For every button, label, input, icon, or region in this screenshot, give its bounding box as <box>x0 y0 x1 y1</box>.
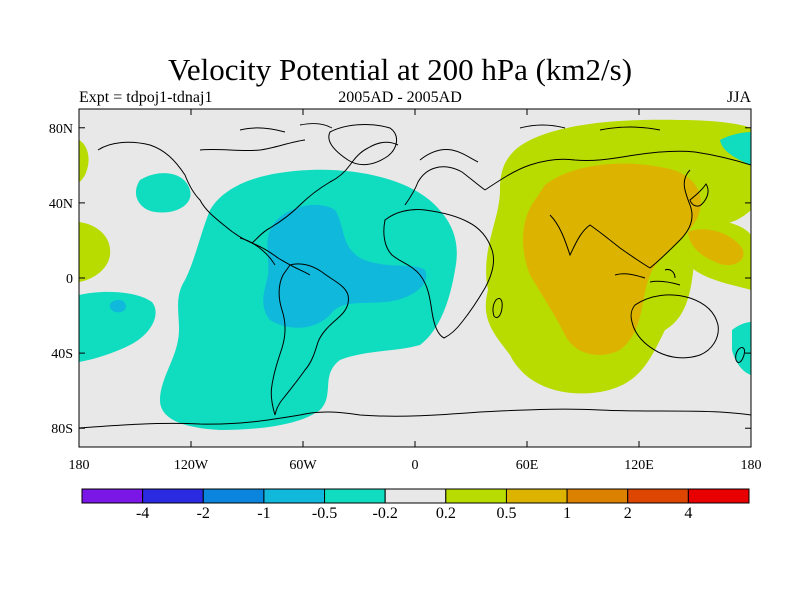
field-positive-moderate-pacific <box>688 229 744 266</box>
latitude-axis: 80N 40N 0 40S 80S <box>49 122 751 437</box>
field-negative-weak-pacific-north <box>135 173 191 213</box>
coast-europe <box>404 149 486 206</box>
lon-label: 60W <box>289 458 317 473</box>
lon-label: 180 <box>741 458 762 473</box>
field-positive-weak-west <box>79 222 111 282</box>
coast-greenland <box>328 124 397 166</box>
coast-australia <box>630 294 719 359</box>
colorbar-label: 1 <box>563 505 572 522</box>
coast-antarctica <box>79 408 751 429</box>
colorbar-swatch <box>324 488 386 504</box>
coastlines <box>79 123 751 429</box>
colorbar-label: 0.5 <box>496 505 517 522</box>
colorbar-label: 4 <box>684 505 693 522</box>
map-title: Velocity Potential at 200 hPa (km2/s) <box>167 52 633 87</box>
coast-indonesia <box>614 269 681 286</box>
coast-arctic <box>239 123 661 133</box>
coast-africa <box>383 209 495 339</box>
lon-label: 120E <box>624 458 654 473</box>
coast-japan <box>689 183 709 207</box>
field-positive-moderate <box>523 163 701 355</box>
lon-label: 180 <box>69 458 90 473</box>
coast-madagascar <box>492 297 503 319</box>
coast-north-america <box>97 139 399 276</box>
colorbar-swatch <box>445 488 507 504</box>
colorbar-swatch <box>263 488 326 504</box>
colorbar-label: 2 <box>623 505 632 522</box>
colorbar-swatch <box>687 488 750 504</box>
colorbar-label: -0.2 <box>372 505 398 522</box>
colorbar-label: -2 <box>196 505 210 522</box>
colorbar-label: -0.5 <box>311 505 338 522</box>
season-label: JJA <box>726 89 751 106</box>
lon-label: 60E <box>516 458 539 473</box>
field-negative-weak-pacific-south <box>79 291 156 362</box>
colorbar-swatch <box>384 488 447 504</box>
colorbar-swatch <box>505 488 568 504</box>
lat-label: 40S <box>51 347 73 362</box>
coast-south-america <box>270 263 349 416</box>
longitude-axis: 180 120W 60W 0 60E 120E 180 <box>69 109 762 473</box>
colorbar-swatch <box>627 488 689 504</box>
field-negative-moderate-small <box>109 299 126 313</box>
colorbar-swatch <box>142 488 204 504</box>
lat-label: 40N <box>49 197 73 212</box>
field-negative-moderate <box>263 204 427 328</box>
coast-asia <box>484 150 751 269</box>
lon-label: 0 <box>412 458 419 473</box>
coast-new-zealand <box>735 347 745 363</box>
lat-label: 80S <box>51 422 73 437</box>
lat-label: 80N <box>49 122 73 137</box>
colorbar-swatch <box>202 488 265 504</box>
experiment-label: Expt = tdpoj1-tdnaj1 <box>79 89 213 106</box>
colorbar-label: -4 <box>135 505 150 522</box>
lat-label: 0 <box>66 272 73 287</box>
colorbar-swatch <box>566 488 629 504</box>
field-negative-weak-ne <box>720 132 751 165</box>
colorbar-label: -1 <box>257 505 271 522</box>
colorbar <box>81 488 750 504</box>
coast-gulf <box>239 237 276 266</box>
period-label: 2005AD - 2005AD <box>338 89 462 106</box>
colorbar-swatch <box>81 488 144 504</box>
lon-label: 120W <box>174 458 209 473</box>
colorbar-label: 0.2 <box>435 505 456 522</box>
field-positive-weak-nw <box>79 140 89 182</box>
